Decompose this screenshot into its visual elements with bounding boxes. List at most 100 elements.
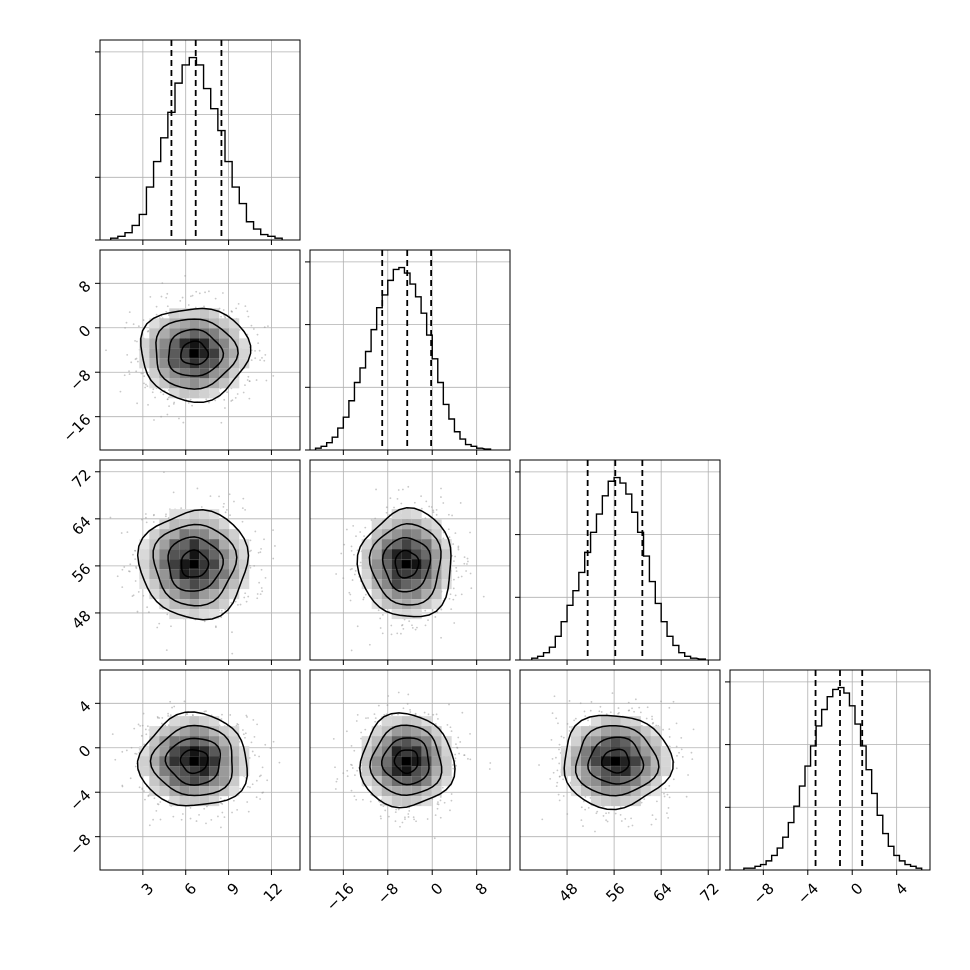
density-cell: [169, 318, 180, 329]
scatter-point: [375, 488, 377, 491]
density-cell: [199, 388, 210, 399]
scatter-point: [256, 333, 259, 336]
density-cell: [209, 756, 220, 767]
density-cell: [209, 776, 220, 787]
density-cell: [189, 609, 200, 620]
density-cell: [229, 589, 240, 600]
density-cell: [401, 746, 412, 757]
density-cell: [169, 766, 180, 777]
scatter-point: [129, 777, 132, 780]
density-cell: [139, 559, 150, 570]
scatter-point: [401, 821, 404, 824]
scatter-point: [587, 806, 590, 809]
scatter-point: [335, 573, 338, 575]
scatter-point: [152, 521, 155, 523]
density-cell: [169, 358, 180, 369]
scatter-point: [247, 375, 250, 378]
hist-panel-1: [305, 250, 510, 451]
scatter-point: [156, 803, 159, 805]
scatter-point: [401, 488, 404, 491]
scatter-point: [111, 733, 114, 736]
density-cell: [371, 539, 382, 550]
density-cell: [411, 756, 422, 767]
scatter-point: [136, 610, 139, 613]
density-cell: [199, 776, 210, 787]
density-cell: [411, 726, 422, 737]
density-cell: [401, 509, 412, 520]
scatter-point: [123, 566, 126, 568]
scatter-point: [380, 817, 382, 820]
scatter-point: [691, 758, 694, 761]
density-cell: [219, 746, 230, 757]
density-cell: [179, 559, 190, 570]
scatter-point: [456, 746, 458, 749]
density-cell: [401, 569, 412, 580]
scatter-point: [437, 803, 440, 806]
density-cell: [580, 766, 591, 777]
density-cell: [401, 786, 412, 797]
scatter-point: [272, 557, 275, 560]
scatter-point: [253, 564, 256, 567]
x-tick-label-1-0: −16: [323, 879, 358, 914]
scatter-point: [248, 564, 251, 567]
scatter-point: [223, 398, 226, 401]
density-cell: [421, 559, 432, 570]
density-cell: [411, 569, 422, 580]
density-cell: [590, 796, 601, 807]
scatter-point: [384, 809, 387, 812]
scatter-point: [258, 349, 261, 352]
scatter-point: [223, 314, 226, 317]
density-cell: [391, 589, 402, 600]
scatter-point: [416, 626, 418, 629]
density-cell: [610, 776, 621, 787]
density-cell: [600, 726, 611, 737]
scatter-point: [667, 816, 670, 819]
scatter-point: [119, 390, 122, 393]
scatter-point: [220, 609, 223, 612]
scatter-point: [451, 514, 454, 517]
scatter-point: [643, 798, 646, 801]
scatter-point: [459, 502, 462, 504]
density-cell: [199, 519, 210, 530]
density-cell: [229, 539, 240, 550]
density-cell: [169, 796, 180, 807]
scatter-point: [442, 502, 445, 504]
scatter-point: [149, 296, 152, 298]
density-cell: [179, 736, 190, 747]
scatter-point: [457, 548, 460, 551]
scatter-point: [132, 594, 135, 597]
scatter-point: [105, 349, 107, 352]
scatter-point: [134, 558, 137, 561]
scatter-point: [146, 725, 149, 728]
density-cell: [371, 589, 382, 600]
scatter-point: [568, 729, 571, 732]
contour-line: [180, 340, 210, 366]
density-cell: [209, 388, 220, 399]
density-cell: [199, 589, 210, 600]
density-cell: [229, 549, 240, 560]
density-cell: [189, 318, 200, 329]
scatter-point: [153, 419, 155, 421]
scatter-point: [346, 775, 349, 778]
density-cell: [401, 609, 412, 620]
scatter-point: [239, 787, 242, 790]
x-tick-label-1-1: −8: [374, 879, 402, 907]
scatter-point: [139, 725, 142, 727]
scatter-point: [247, 785, 249, 788]
density-cell: [590, 776, 601, 787]
scatter-point: [169, 714, 172, 716]
scatter-point: [350, 545, 353, 548]
contour-line: [152, 523, 238, 607]
scatter-point: [555, 717, 558, 720]
scatter-point: [557, 722, 559, 725]
density-cell: [229, 318, 240, 329]
density-cell: [411, 579, 422, 590]
x-tick-label-2-0: 48: [555, 879, 581, 905]
density-cell: [169, 549, 180, 560]
density-cell: [411, 736, 422, 747]
density-cell: [199, 539, 210, 550]
scatter-point: [346, 769, 349, 772]
scatter-point: [455, 743, 457, 746]
scatter-point: [152, 818, 155, 821]
scatter-point: [377, 704, 380, 707]
